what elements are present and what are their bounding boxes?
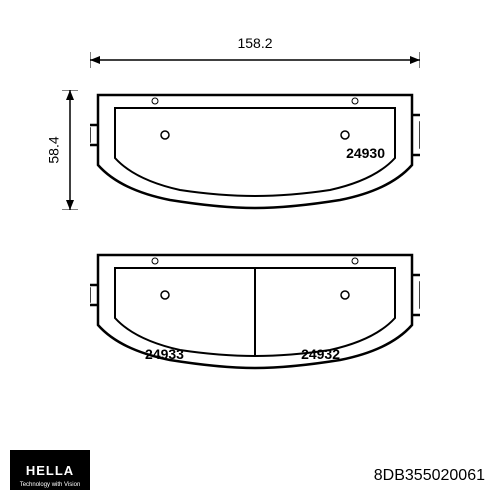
brand-tagline: Technology with Vision xyxy=(20,482,81,488)
pad-lower-svg xyxy=(90,250,420,370)
brake-pad-upper: 24930 xyxy=(90,90,420,210)
pad-lower-right-id: 24932 xyxy=(301,346,340,362)
brand-name: HELLA xyxy=(26,463,74,478)
part-number: 8DB355020061 xyxy=(374,467,485,485)
height-value: 58.4 xyxy=(46,136,62,163)
brand-logo: HELLA Technology with Vision xyxy=(10,450,90,490)
brake-pad-lower: 24933 24932 xyxy=(90,250,420,370)
pad-lower-left-id: 24933 xyxy=(145,346,184,362)
brake-pad-diagram: 158.2 58.4 xyxy=(50,40,450,420)
height-dimension: 58.4 xyxy=(50,90,80,210)
pad-upper-id: 24930 xyxy=(346,145,385,161)
width-value: 158.2 xyxy=(237,35,272,51)
width-dimension: 158.2 xyxy=(90,40,420,70)
